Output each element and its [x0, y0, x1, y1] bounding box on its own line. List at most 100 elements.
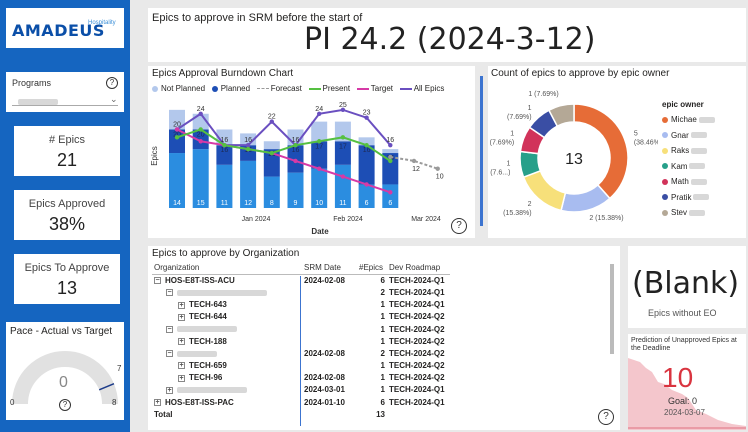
- present-line-point: [388, 158, 393, 164]
- org-cell: Total: [152, 408, 302, 420]
- help-icon[interactable]: ?: [106, 77, 118, 89]
- all-epics-label: 16: [292, 137, 300, 144]
- table-row[interactable]: − 2 TECH-2024-Q1: [152, 286, 450, 298]
- roadmap-cell: TECH-2024-Q1: [389, 385, 445, 395]
- expand-icon[interactable]: +: [178, 313, 185, 321]
- bar-mid-label: 17: [315, 143, 323, 150]
- header-subtitle: Epics to approve in SRM before the start…: [152, 12, 363, 24]
- legend-item[interactable]: Gnar: [662, 128, 715, 144]
- prediction-title: Prediction of Unapproved Epics at the De…: [631, 337, 737, 352]
- bar-bottom-label: 8: [270, 200, 274, 207]
- table-row[interactable]: + TECH-644 1 TECH-2024-Q2: [152, 311, 450, 323]
- collapse-icon[interactable]: −: [154, 277, 161, 285]
- table-row[interactable]: + HOS-E8T-ISS-PAC 2024-01-10 6 TECH-2024-Q1: [152, 396, 450, 408]
- redacted-name: [690, 178, 707, 185]
- all-epics-line: [176, 108, 392, 147]
- present-line-point: [340, 135, 346, 140]
- bar-planned: [311, 141, 328, 169]
- help-icon[interactable]: ?: [451, 218, 467, 234]
- org-cell: + TECH-644: [152, 311, 302, 323]
- prediction-value: 10: [662, 362, 694, 393]
- srm-date-cell: 2024-03-01: [304, 385, 345, 395]
- slice-label: 1: [528, 105, 532, 112]
- srm-date-cell: [302, 286, 357, 298]
- bar-approved: [169, 153, 185, 208]
- table-row[interactable]: − 1 TECH-2024-Q2: [152, 323, 450, 335]
- legend-label: Michae: [671, 115, 697, 124]
- roadmap-cell: TECH-2024-Q1: [389, 287, 445, 297]
- col-srm-date[interactable]: SRM Date: [302, 262, 357, 275]
- org-cell: −: [152, 347, 302, 359]
- table-row[interactable]: + TECH-188 1 TECH-2024-Q2: [152, 335, 450, 347]
- col-organization[interactable]: Organization: [152, 262, 302, 275]
- table-row[interactable]: − 2024-02-08 2 TECH-2024-Q2: [152, 347, 450, 359]
- all-epics-line-point: [269, 119, 274, 124]
- redacted-name: [689, 163, 706, 170]
- legend-label: Raks: [671, 146, 690, 155]
- x-tick-label: Feb 2024: [333, 216, 363, 223]
- epics-cell: 13: [376, 409, 385, 419]
- help-icon[interactable]: ?: [59, 399, 71, 411]
- bar-planned: [358, 145, 375, 185]
- collapse-icon[interactable]: −: [166, 325, 173, 333]
- legend-dot: [662, 163, 668, 170]
- collapse-icon[interactable]: −: [166, 289, 173, 297]
- bar-planned: [382, 153, 399, 185]
- epics-cell: 6: [380, 276, 385, 286]
- epics-cell: 1: [380, 336, 385, 346]
- legend-item[interactable]: Raks: [662, 143, 715, 159]
- org-table-title: Epics to approve by Organization: [152, 248, 300, 259]
- expand-icon[interactable]: +: [178, 362, 185, 370]
- legend-item[interactable]: Kam: [662, 159, 715, 175]
- table-row[interactable]: − HOS-E8T-ISS-ACU 2024-02-08 6 TECH-2024-Q1: [152, 274, 450, 286]
- table-row[interactable]: + TECH-659 1 TECH-2024-Q2: [152, 360, 450, 372]
- all-epics-label: 20: [173, 121, 181, 128]
- table-row[interactable]: +2024-03-01 1 TECH-2024-Q1: [152, 384, 450, 396]
- legend-item[interactable]: Math: [662, 174, 715, 190]
- org-cell: + TECH-188: [152, 335, 302, 347]
- forecast-line-point: [435, 166, 440, 171]
- present-line-point: [198, 127, 203, 132]
- all-epics-label: 16: [221, 137, 229, 144]
- forecast-label: 12: [412, 166, 420, 173]
- present-line-point: [317, 139, 322, 144]
- table-row[interactable]: + TECH-643 1 TECH-2024-Q1: [152, 299, 450, 311]
- org-name: HOS-E8T-ISS-PAC: [165, 397, 234, 407]
- org-cell: +: [152, 384, 302, 396]
- prediction-card: Prediction of Unapproved Epics at the De…: [628, 334, 746, 430]
- col-epics[interactable]: #Epics: [357, 262, 387, 275]
- logo-box: AMADEUS Hospitality: [6, 8, 124, 48]
- prediction-date: 2024-03-07: [664, 408, 705, 417]
- expand-icon[interactable]: +: [178, 301, 185, 309]
- all-epics-line-point: [364, 115, 369, 120]
- bar-approved: [192, 149, 209, 208]
- redacted-name: [693, 194, 710, 201]
- help-icon[interactable]: ?: [598, 409, 614, 425]
- programs-label: Programs: [12, 78, 52, 88]
- expand-icon[interactable]: +: [166, 386, 173, 394]
- target-line-point: [364, 182, 369, 187]
- expand-icon[interactable]: +: [154, 399, 161, 407]
- col-dev-roadmap[interactable]: Dev Roadmap: [387, 262, 450, 275]
- owner-donut-card: Count of epics to approve by epic owner …: [488, 66, 746, 238]
- forecast-label: 10: [436, 174, 444, 181]
- expand-icon[interactable]: +: [178, 374, 185, 382]
- legend-item[interactable]: Pratik: [662, 190, 715, 206]
- chevron-down-icon[interactable]: ⌄: [110, 94, 118, 104]
- programs-filter[interactable]: Programs ? ⌄: [6, 72, 124, 112]
- expand-icon[interactable]: +: [178, 338, 185, 346]
- slice-label: 1 (7.69%): [528, 91, 558, 98]
- table-scrollbar[interactable]: [610, 264, 614, 354]
- gauge-target-marker: [98, 383, 115, 391]
- legend-item[interactable]: Stev: [662, 205, 715, 221]
- roadmap-cell: [387, 408, 450, 420]
- prediction-sparkline: [628, 358, 746, 430]
- org-cell: + TECH-643: [152, 299, 302, 311]
- collapse-icon[interactable]: −: [166, 350, 173, 358]
- scrollbar[interactable]: [480, 76, 483, 226]
- bar-mid-label: 20: [173, 131, 181, 138]
- legend-item[interactable]: Michae: [662, 112, 715, 128]
- table-row[interactable]: + TECH-96 2024-02-08 1 TECH-2024-Q2: [152, 372, 450, 384]
- table-row[interactable]: Total 13: [152, 408, 450, 420]
- x-tick-label: Mar 2024: [411, 216, 441, 223]
